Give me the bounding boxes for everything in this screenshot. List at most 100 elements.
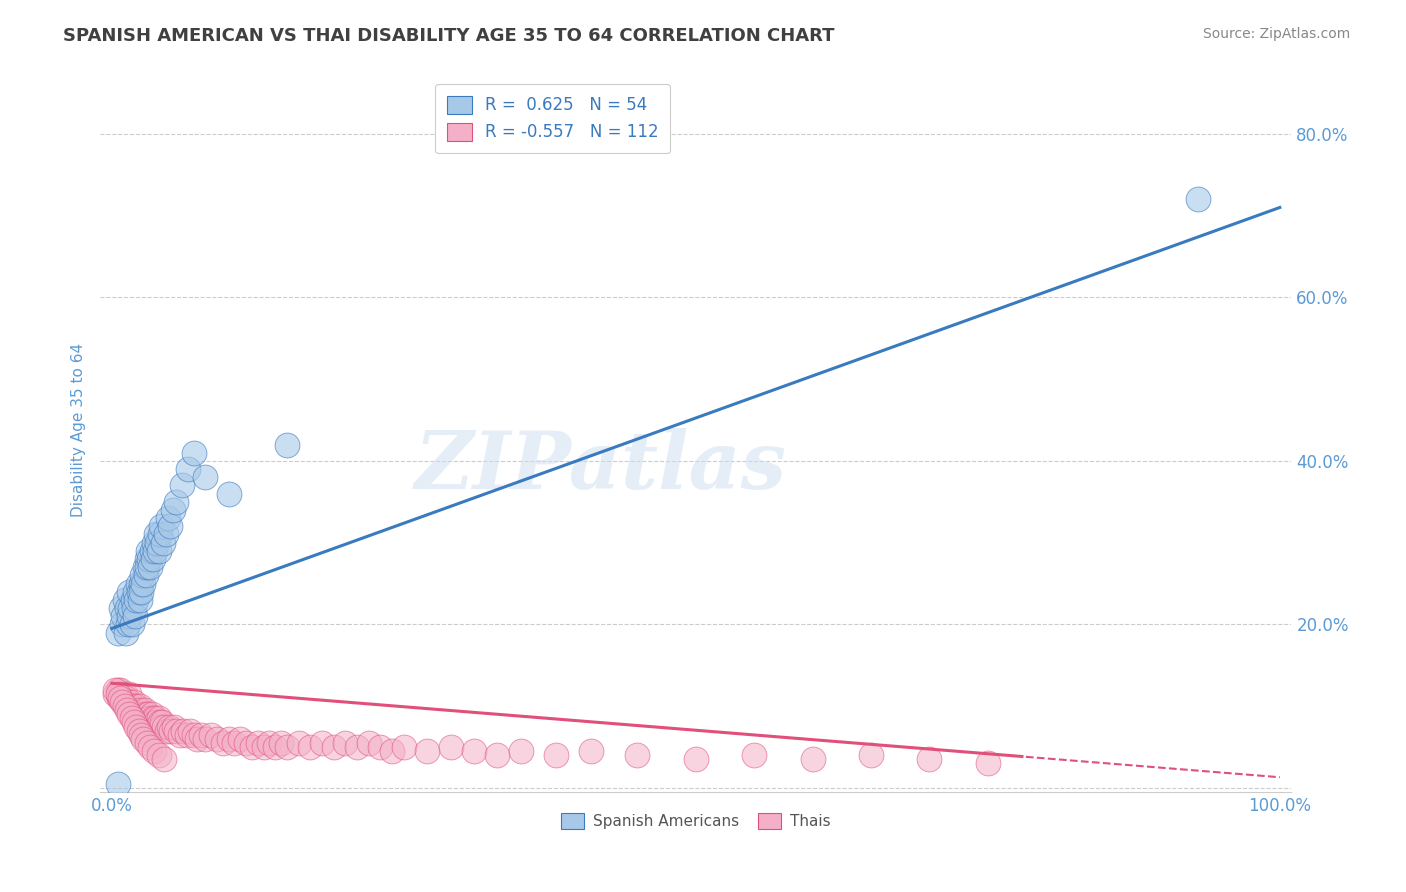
- Point: [346, 739, 368, 754]
- Point: [121, 617, 143, 632]
- Point: [139, 739, 162, 754]
- Point: [977, 756, 1000, 771]
- Point: [149, 720, 172, 734]
- Point: [381, 744, 404, 758]
- Point: [299, 739, 322, 754]
- Point: [128, 584, 150, 599]
- Point: [311, 736, 333, 750]
- Point: [205, 731, 228, 746]
- Point: [177, 462, 200, 476]
- Point: [112, 609, 135, 624]
- Point: [111, 690, 134, 705]
- Point: [129, 576, 152, 591]
- Point: [124, 609, 146, 624]
- Point: [122, 695, 145, 709]
- Point: [121, 703, 143, 717]
- Point: [115, 695, 138, 709]
- Point: [108, 690, 131, 705]
- Point: [153, 720, 176, 734]
- Point: [322, 739, 344, 754]
- Point: [124, 699, 146, 714]
- Point: [183, 728, 205, 742]
- Point: [253, 739, 276, 754]
- Point: [276, 437, 298, 451]
- Point: [148, 711, 170, 725]
- Point: [132, 711, 155, 725]
- Point: [416, 744, 439, 758]
- Point: [127, 576, 149, 591]
- Point: [125, 699, 148, 714]
- Point: [104, 682, 127, 697]
- Point: [148, 748, 170, 763]
- Point: [135, 568, 157, 582]
- Point: [129, 584, 152, 599]
- Point: [200, 728, 222, 742]
- Point: [392, 739, 415, 754]
- Point: [125, 720, 148, 734]
- Point: [148, 544, 170, 558]
- Point: [240, 739, 263, 754]
- Point: [143, 544, 166, 558]
- Point: [169, 728, 191, 742]
- Point: [136, 544, 159, 558]
- Point: [270, 736, 292, 750]
- Point: [142, 715, 165, 730]
- Point: [136, 707, 159, 722]
- Point: [110, 687, 132, 701]
- Point: [117, 617, 139, 632]
- Point: [287, 736, 309, 750]
- Point: [190, 728, 212, 742]
- Point: [138, 711, 160, 725]
- Point: [149, 519, 172, 533]
- Point: [139, 560, 162, 574]
- Point: [218, 731, 240, 746]
- Point: [156, 723, 179, 738]
- Point: [132, 731, 155, 746]
- Point: [107, 682, 129, 697]
- Point: [509, 744, 531, 758]
- Point: [104, 687, 127, 701]
- Point: [135, 707, 157, 722]
- Point: [172, 723, 194, 738]
- Point: [918, 752, 941, 766]
- Point: [121, 592, 143, 607]
- Point: [157, 720, 180, 734]
- Point: [149, 527, 172, 541]
- Point: [110, 601, 132, 615]
- Point: [134, 703, 156, 717]
- Point: [135, 711, 157, 725]
- Point: [224, 736, 246, 750]
- Point: [118, 699, 141, 714]
- Point: [194, 470, 217, 484]
- Point: [579, 744, 602, 758]
- Point: [135, 552, 157, 566]
- Point: [183, 446, 205, 460]
- Point: [114, 592, 136, 607]
- Point: [218, 486, 240, 500]
- Point: [801, 752, 824, 766]
- Point: [115, 601, 138, 615]
- Point: [142, 535, 165, 549]
- Point: [128, 592, 150, 607]
- Point: [112, 695, 135, 709]
- Point: [150, 715, 173, 730]
- Point: [129, 703, 152, 717]
- Point: [162, 503, 184, 517]
- Point: [152, 535, 174, 549]
- Point: [107, 625, 129, 640]
- Point: [229, 731, 252, 746]
- Point: [107, 687, 129, 701]
- Point: [439, 739, 461, 754]
- Y-axis label: Disability Age 35 to 64: Disability Age 35 to 64: [72, 343, 86, 517]
- Point: [145, 527, 167, 541]
- Text: Source: ZipAtlas.com: Source: ZipAtlas.com: [1202, 27, 1350, 41]
- Point: [685, 752, 707, 766]
- Point: [186, 731, 208, 746]
- Point: [108, 690, 131, 705]
- Point: [111, 617, 134, 632]
- Point: [165, 495, 187, 509]
- Point: [149, 715, 172, 730]
- Point: [118, 687, 141, 701]
- Point: [131, 707, 153, 722]
- Point: [121, 699, 143, 714]
